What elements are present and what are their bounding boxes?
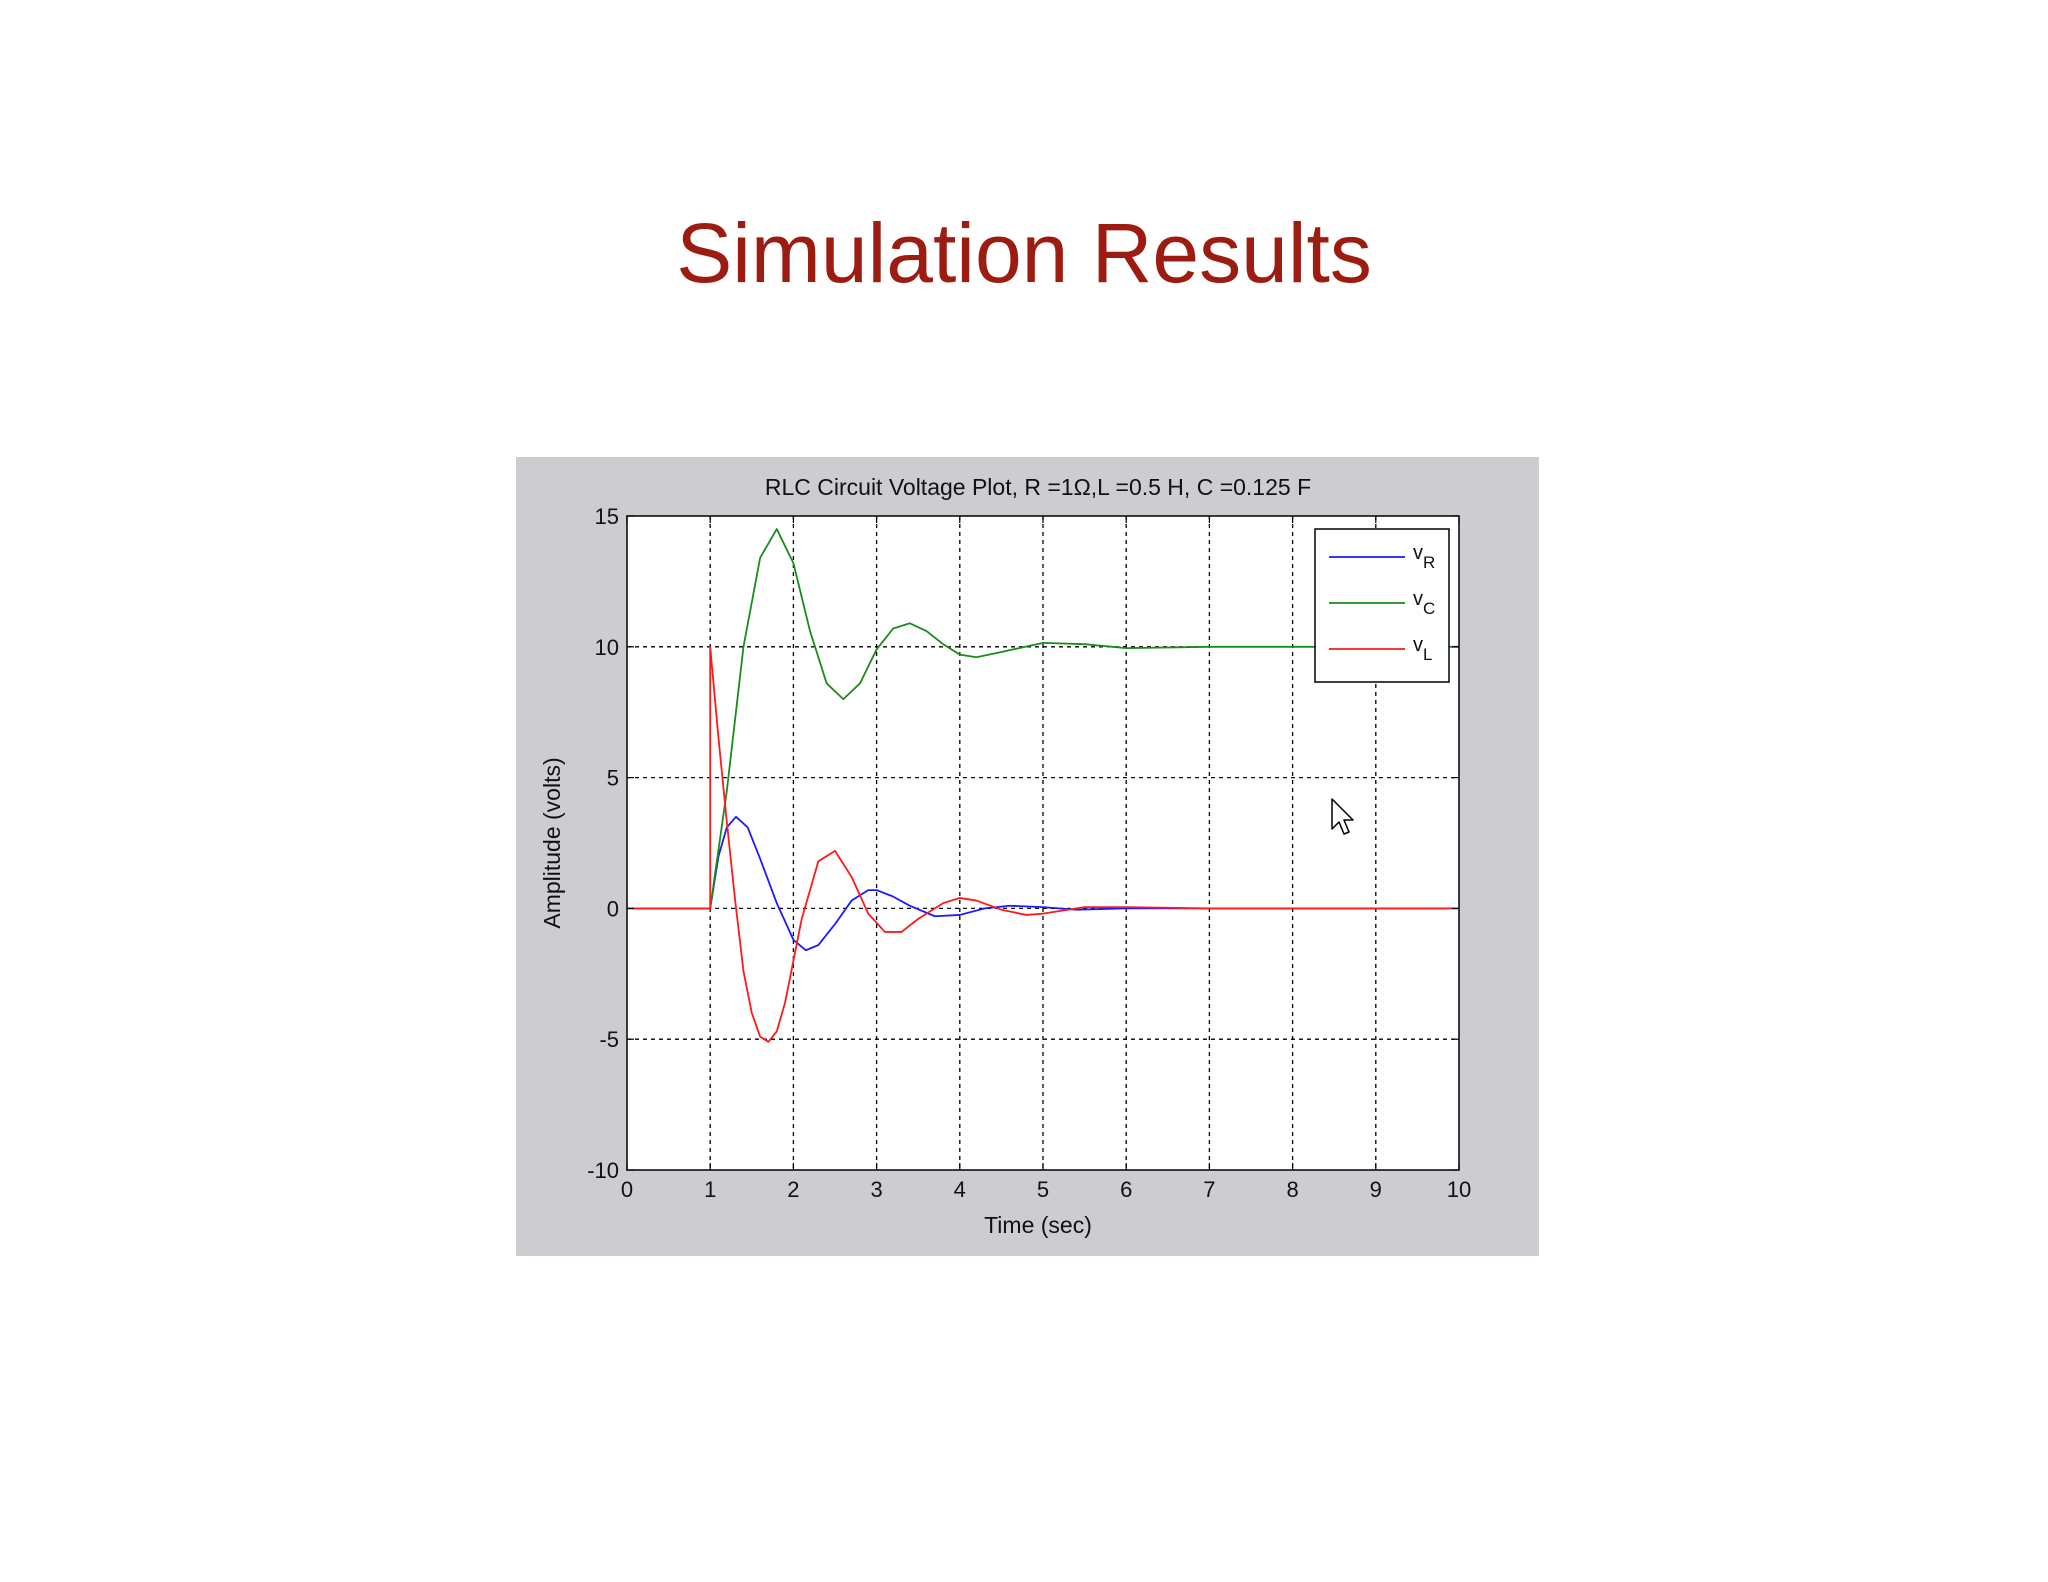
legend-entry: vR	[1413, 542, 1435, 572]
x-tick-label: 2	[787, 1177, 799, 1202]
x-tick-label: 4	[954, 1177, 966, 1202]
x-tick-label: 9	[1370, 1177, 1382, 1202]
figure-panel: RLC Circuit Voltage Plot, R =1Ω,L =0.5 H…	[516, 457, 1539, 1256]
x-tick-label: 5	[1037, 1177, 1049, 1202]
series-line-vL	[627, 645, 1459, 1043]
x-tick-label: 6	[1120, 1177, 1132, 1202]
y-tick-label: -5	[599, 1027, 619, 1052]
y-tick-label: 5	[607, 766, 619, 791]
legend: vR vC vL	[1314, 528, 1450, 683]
x-tick-label: 0	[621, 1177, 633, 1202]
legend-box	[1314, 528, 1450, 683]
y-tick-label: 10	[595, 635, 619, 660]
y-axis-label: Amplitude (volts)	[539, 757, 565, 928]
x-tick-label: 3	[870, 1177, 882, 1202]
y-tick-label: 0	[607, 896, 619, 921]
x-tick-label: 8	[1286, 1177, 1298, 1202]
y-tick-label: -10	[587, 1158, 619, 1183]
chart: RLC Circuit Voltage Plot, R =1Ω,L =0.5 H…	[539, 474, 1471, 1238]
x-tick-label: 7	[1203, 1177, 1215, 1202]
x-tick-label: 10	[1447, 1177, 1471, 1202]
x-tick-label: 1	[704, 1177, 716, 1202]
y-tick-label: 15	[595, 504, 619, 529]
slide-title: Simulation Results	[676, 206, 1372, 300]
x-axis-label: Time (sec)	[984, 1212, 1092, 1238]
series-line-vC	[627, 528, 1459, 910]
mouse-cursor-icon	[1331, 798, 1354, 835]
legend-entry: vC	[1413, 588, 1435, 618]
chart-title: RLC Circuit Voltage Plot, R =1Ω,L =0.5 H…	[765, 474, 1311, 500]
legend-entry: vL	[1413, 634, 1432, 664]
